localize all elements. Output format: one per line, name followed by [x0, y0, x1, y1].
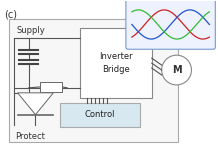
Polygon shape [18, 93, 53, 115]
Circle shape [162, 55, 191, 85]
Text: Inverter
Bridge: Inverter Bridge [99, 52, 133, 74]
Text: (c): (c) [4, 10, 17, 20]
FancyBboxPatch shape [60, 103, 140, 126]
Text: Protect: Protect [15, 132, 45, 141]
Text: M: M [172, 65, 181, 75]
FancyBboxPatch shape [41, 82, 62, 92]
Text: Supply: Supply [16, 26, 45, 35]
FancyBboxPatch shape [80, 28, 152, 98]
FancyBboxPatch shape [126, 0, 215, 49]
FancyBboxPatch shape [9, 19, 177, 142]
Text: Control: Control [85, 110, 115, 119]
